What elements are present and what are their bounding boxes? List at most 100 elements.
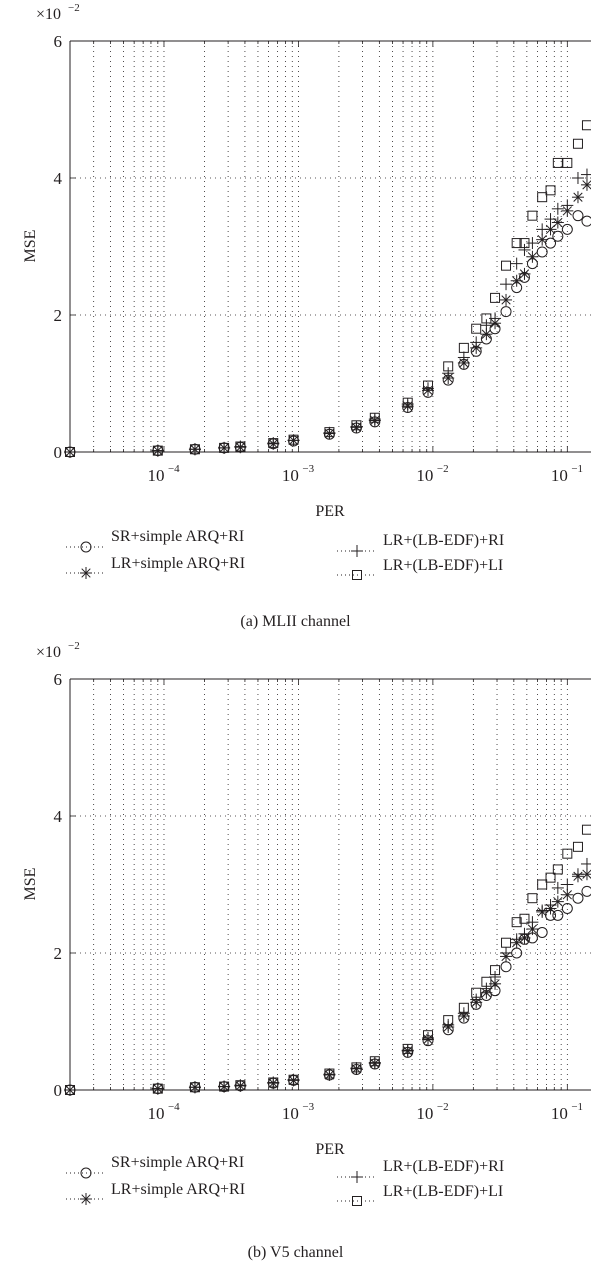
data-point-square xyxy=(402,397,413,408)
data-point-square xyxy=(235,1080,246,1091)
x-axis-label: PER xyxy=(315,503,345,520)
data-point-circle xyxy=(561,902,573,914)
data-point-square xyxy=(324,427,335,438)
legend-symbol-square xyxy=(352,1196,362,1206)
data-point-asterisk xyxy=(526,250,539,263)
data-point-plus xyxy=(544,213,557,226)
x-tick-label: 10 xyxy=(551,466,568,485)
data-point-square xyxy=(288,1074,299,1085)
data-point-plus xyxy=(536,904,549,917)
data-point-plus xyxy=(457,1007,470,1020)
data-point-plus xyxy=(500,947,513,959)
x-axis-label: PER xyxy=(315,1141,345,1158)
x-tick-label-exponent: −3 xyxy=(302,463,314,475)
data-point-square xyxy=(189,444,200,455)
data-point-plus xyxy=(536,223,549,236)
data-point-square xyxy=(519,913,530,924)
data-point-square xyxy=(152,1083,163,1094)
x-tick-label: 10 xyxy=(147,466,164,485)
data-points xyxy=(64,824,591,1096)
data-point-plus xyxy=(526,916,539,929)
legend-symbol-plus xyxy=(351,1171,363,1183)
data-point-plus xyxy=(510,257,523,270)
y-tick-label: 2 xyxy=(54,306,63,325)
legend-symbol-plus xyxy=(351,545,363,557)
data-point-square xyxy=(537,192,548,203)
x-tick-label-exponent: −4 xyxy=(168,463,180,475)
x-tick-label-exponent: −4 xyxy=(168,1101,180,1113)
data-point-plus xyxy=(457,351,470,364)
legend-label-sr-simple-arq-ri: SR+simple ARQ+RI xyxy=(111,1154,245,1171)
data-point-circle xyxy=(561,223,573,235)
data-point-square xyxy=(581,824,591,835)
data-point-plus xyxy=(470,336,483,349)
data-point-square xyxy=(268,1077,279,1088)
data-point-plus xyxy=(470,993,483,1006)
y-tick-label: 6 xyxy=(54,32,63,51)
data-point-asterisk xyxy=(510,274,523,287)
data-point-circle xyxy=(552,230,564,242)
legend xyxy=(66,541,377,580)
data-point-square xyxy=(443,1015,454,1026)
y-tick-label: 4 xyxy=(54,807,63,826)
data-point-square xyxy=(288,434,299,445)
data-point-square xyxy=(545,872,556,883)
data-point-square xyxy=(511,238,522,249)
legend-symbol-asterisk xyxy=(80,1193,92,1205)
data-point-asterisk xyxy=(536,233,549,246)
data-point-square xyxy=(458,1002,469,1013)
data-point-square xyxy=(152,445,163,456)
data-point-plus xyxy=(480,319,493,332)
data-point-asterisk xyxy=(500,293,513,306)
x-tick-label-exponent: −1 xyxy=(571,1101,583,1113)
data-point-square xyxy=(537,879,548,890)
data-point-plus xyxy=(510,933,523,946)
data-point-plus xyxy=(544,899,557,912)
caption-a: (a) MLII channel xyxy=(240,613,351,630)
data-point-square xyxy=(351,420,362,431)
data-point-circle xyxy=(552,909,564,921)
data-point-plus xyxy=(526,237,539,250)
data-point-square xyxy=(562,848,573,859)
data-point-circle xyxy=(572,892,584,904)
data-point-circle xyxy=(581,215,591,227)
y-multiplier-label: ×10 xyxy=(36,644,61,661)
legend-label-lr-lb-edf-ri: LR+(LB-EDF)+RI xyxy=(383,1158,505,1175)
y-tick-label: 0 xyxy=(54,443,63,462)
data-point-square xyxy=(65,1085,75,1095)
x-tick-label-exponent: −2 xyxy=(437,1101,449,1113)
y-axis-label: MSE xyxy=(22,230,39,263)
y-axis-label: MSE xyxy=(22,868,39,901)
data-point-circle xyxy=(536,926,548,938)
data-point-asterisk xyxy=(518,267,531,280)
data-point-asterisk xyxy=(580,178,591,191)
data-point-plus xyxy=(571,172,584,184)
data-point-square xyxy=(458,342,469,353)
data-point-square xyxy=(189,1082,200,1093)
data-point-asterisk xyxy=(526,923,539,936)
data-point-square xyxy=(501,937,512,948)
data-point-square xyxy=(511,917,522,928)
data-point-square xyxy=(481,313,492,324)
legend-label-lr-lb-edf-li: LR+(LB-EDF)+LI xyxy=(383,557,504,574)
data-point-square xyxy=(552,864,563,875)
data-point-square xyxy=(527,893,538,904)
grid xyxy=(70,40,591,453)
data-point-circle xyxy=(536,246,548,258)
data-point-square xyxy=(572,138,583,149)
data-point-plus xyxy=(580,168,591,181)
data-point-square xyxy=(527,210,538,221)
data-point-asterisk xyxy=(561,888,574,901)
chart-panel-b: 0 2 4 6 ×10 −2 10 −4 10 −3 10 −2 10 −1 PER MSE SR+simpl… xyxy=(0,638,591,1276)
legend-symbol-circle xyxy=(80,541,92,553)
data-point-plus xyxy=(500,278,513,291)
data-point-asterisk xyxy=(551,895,564,908)
data-point-square xyxy=(545,185,556,196)
legend-label-sr-simple-arq-ri: SR+simple ARQ+RI xyxy=(111,528,245,545)
data-point-plus xyxy=(442,367,455,380)
data-point-square xyxy=(581,120,591,131)
x-tick-label-exponent: −1 xyxy=(571,463,583,475)
series-lr-lb-edf-li xyxy=(65,120,591,457)
y-tick-label: 2 xyxy=(54,944,63,963)
